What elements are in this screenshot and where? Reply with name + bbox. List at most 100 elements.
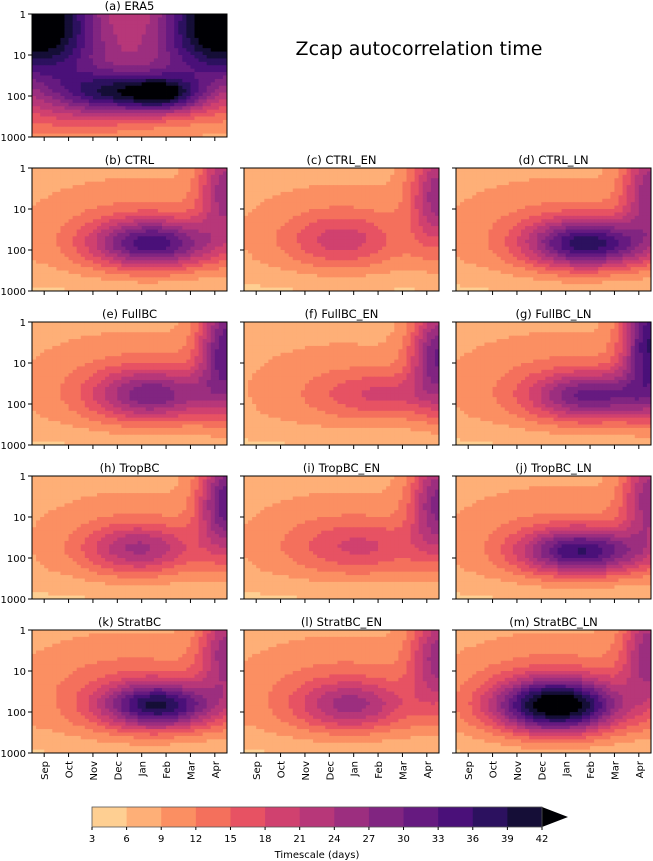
field-cell: [109, 41, 114, 46]
field-cell: [56, 202, 61, 206]
field-cell: [202, 212, 208, 217]
field-cell: [361, 191, 367, 196]
field-cell: [333, 236, 338, 241]
field-cell: [182, 267, 187, 271]
field-cell: [186, 34, 191, 39]
field-cell: [141, 123, 147, 128]
field-cell: [309, 205, 314, 210]
field-cell: [36, 205, 41, 210]
field-cell: [145, 106, 151, 111]
field-cell: [166, 202, 171, 206]
field-cell: [434, 239, 439, 244]
field-cell: [76, 37, 82, 42]
field-cell: [178, 130, 183, 134]
field-cell: [141, 96, 147, 100]
field-cell: [92, 263, 98, 268]
field-cell: [72, 181, 78, 186]
field-cell: [410, 243, 416, 247]
field-cell: [153, 75, 159, 80]
field-cell: [353, 256, 359, 261]
field-cell: [206, 113, 212, 117]
field-cell: [369, 191, 375, 196]
field-cell: [194, 106, 199, 111]
field-cell: [68, 212, 74, 217]
field-cell: [68, 232, 74, 237]
field-cell: [133, 243, 139, 247]
field-cell: [202, 116, 208, 121]
field-cell: [202, 226, 208, 230]
field-cell: [202, 280, 208, 285]
field-cell: [137, 181, 143, 186]
field-cell: [214, 256, 220, 261]
field-cell: [222, 51, 227, 56]
field-cell: [186, 198, 191, 203]
field-cell: [97, 126, 102, 131]
field-cell: [276, 178, 281, 183]
field-cell: [353, 243, 359, 247]
field-cell: [182, 41, 187, 46]
field-cell: [369, 205, 375, 210]
field-cell: [88, 280, 94, 285]
field-cell: [418, 191, 424, 196]
field-cell: [190, 287, 195, 291]
field-cell: [60, 226, 65, 230]
field-cell: [113, 267, 118, 271]
field-cell: [133, 92, 139, 97]
field-cell: [109, 89, 114, 93]
field-cell: [214, 188, 220, 193]
field-cell: [170, 253, 175, 258]
field-cell: [248, 219, 253, 224]
field-cell: [198, 82, 204, 87]
field-cell: [157, 27, 163, 32]
field-cell: [84, 41, 90, 46]
field-cell: [349, 215, 355, 220]
field-cell: [214, 246, 220, 251]
field-cell: [190, 260, 195, 265]
field-cell: [153, 185, 159, 189]
field-cell: [56, 130, 61, 134]
field-cell: [60, 24, 65, 29]
field-cell: [48, 284, 53, 288]
field-cell: [280, 195, 286, 200]
field-cell: [76, 58, 82, 63]
field-cell: [300, 205, 306, 210]
field-cell: [162, 48, 167, 52]
field-cell: [113, 239, 118, 244]
field-cell: [206, 123, 212, 128]
field-cell: [244, 191, 249, 196]
field-cell: [76, 14, 82, 18]
field-cell: [174, 226, 179, 230]
field-cell: [88, 68, 94, 73]
field-cell: [97, 78, 102, 83]
field-cell: [109, 226, 114, 230]
field-cell: [414, 260, 420, 265]
field-cell: [60, 99, 65, 104]
field-cell: [325, 212, 330, 217]
field-cell: [125, 246, 130, 251]
field-cell: [288, 239, 294, 244]
field-cell: [333, 263, 338, 268]
field-cell: [426, 226, 432, 230]
field-cell: [113, 58, 118, 63]
field-cell: [292, 236, 298, 241]
field-cell: [76, 243, 82, 247]
field-cell: [129, 185, 134, 189]
field-cell: [218, 27, 224, 32]
field-cell: [72, 239, 78, 244]
field-cell: [162, 109, 167, 114]
field-cell: [97, 215, 102, 220]
field-cell: [333, 185, 338, 189]
field-cell: [133, 215, 139, 220]
field-cell: [129, 99, 134, 104]
field-cell: [398, 198, 403, 203]
field-cell: [218, 287, 224, 291]
field-cell: [222, 14, 227, 18]
field-cell: [72, 168, 78, 172]
field-cell: [317, 205, 322, 210]
field-cell: [349, 198, 355, 203]
field-cell: [170, 14, 175, 18]
field-cell: [394, 212, 399, 217]
field-cell: [48, 191, 53, 196]
field-cell: [162, 202, 167, 206]
field-cell: [210, 44, 216, 49]
